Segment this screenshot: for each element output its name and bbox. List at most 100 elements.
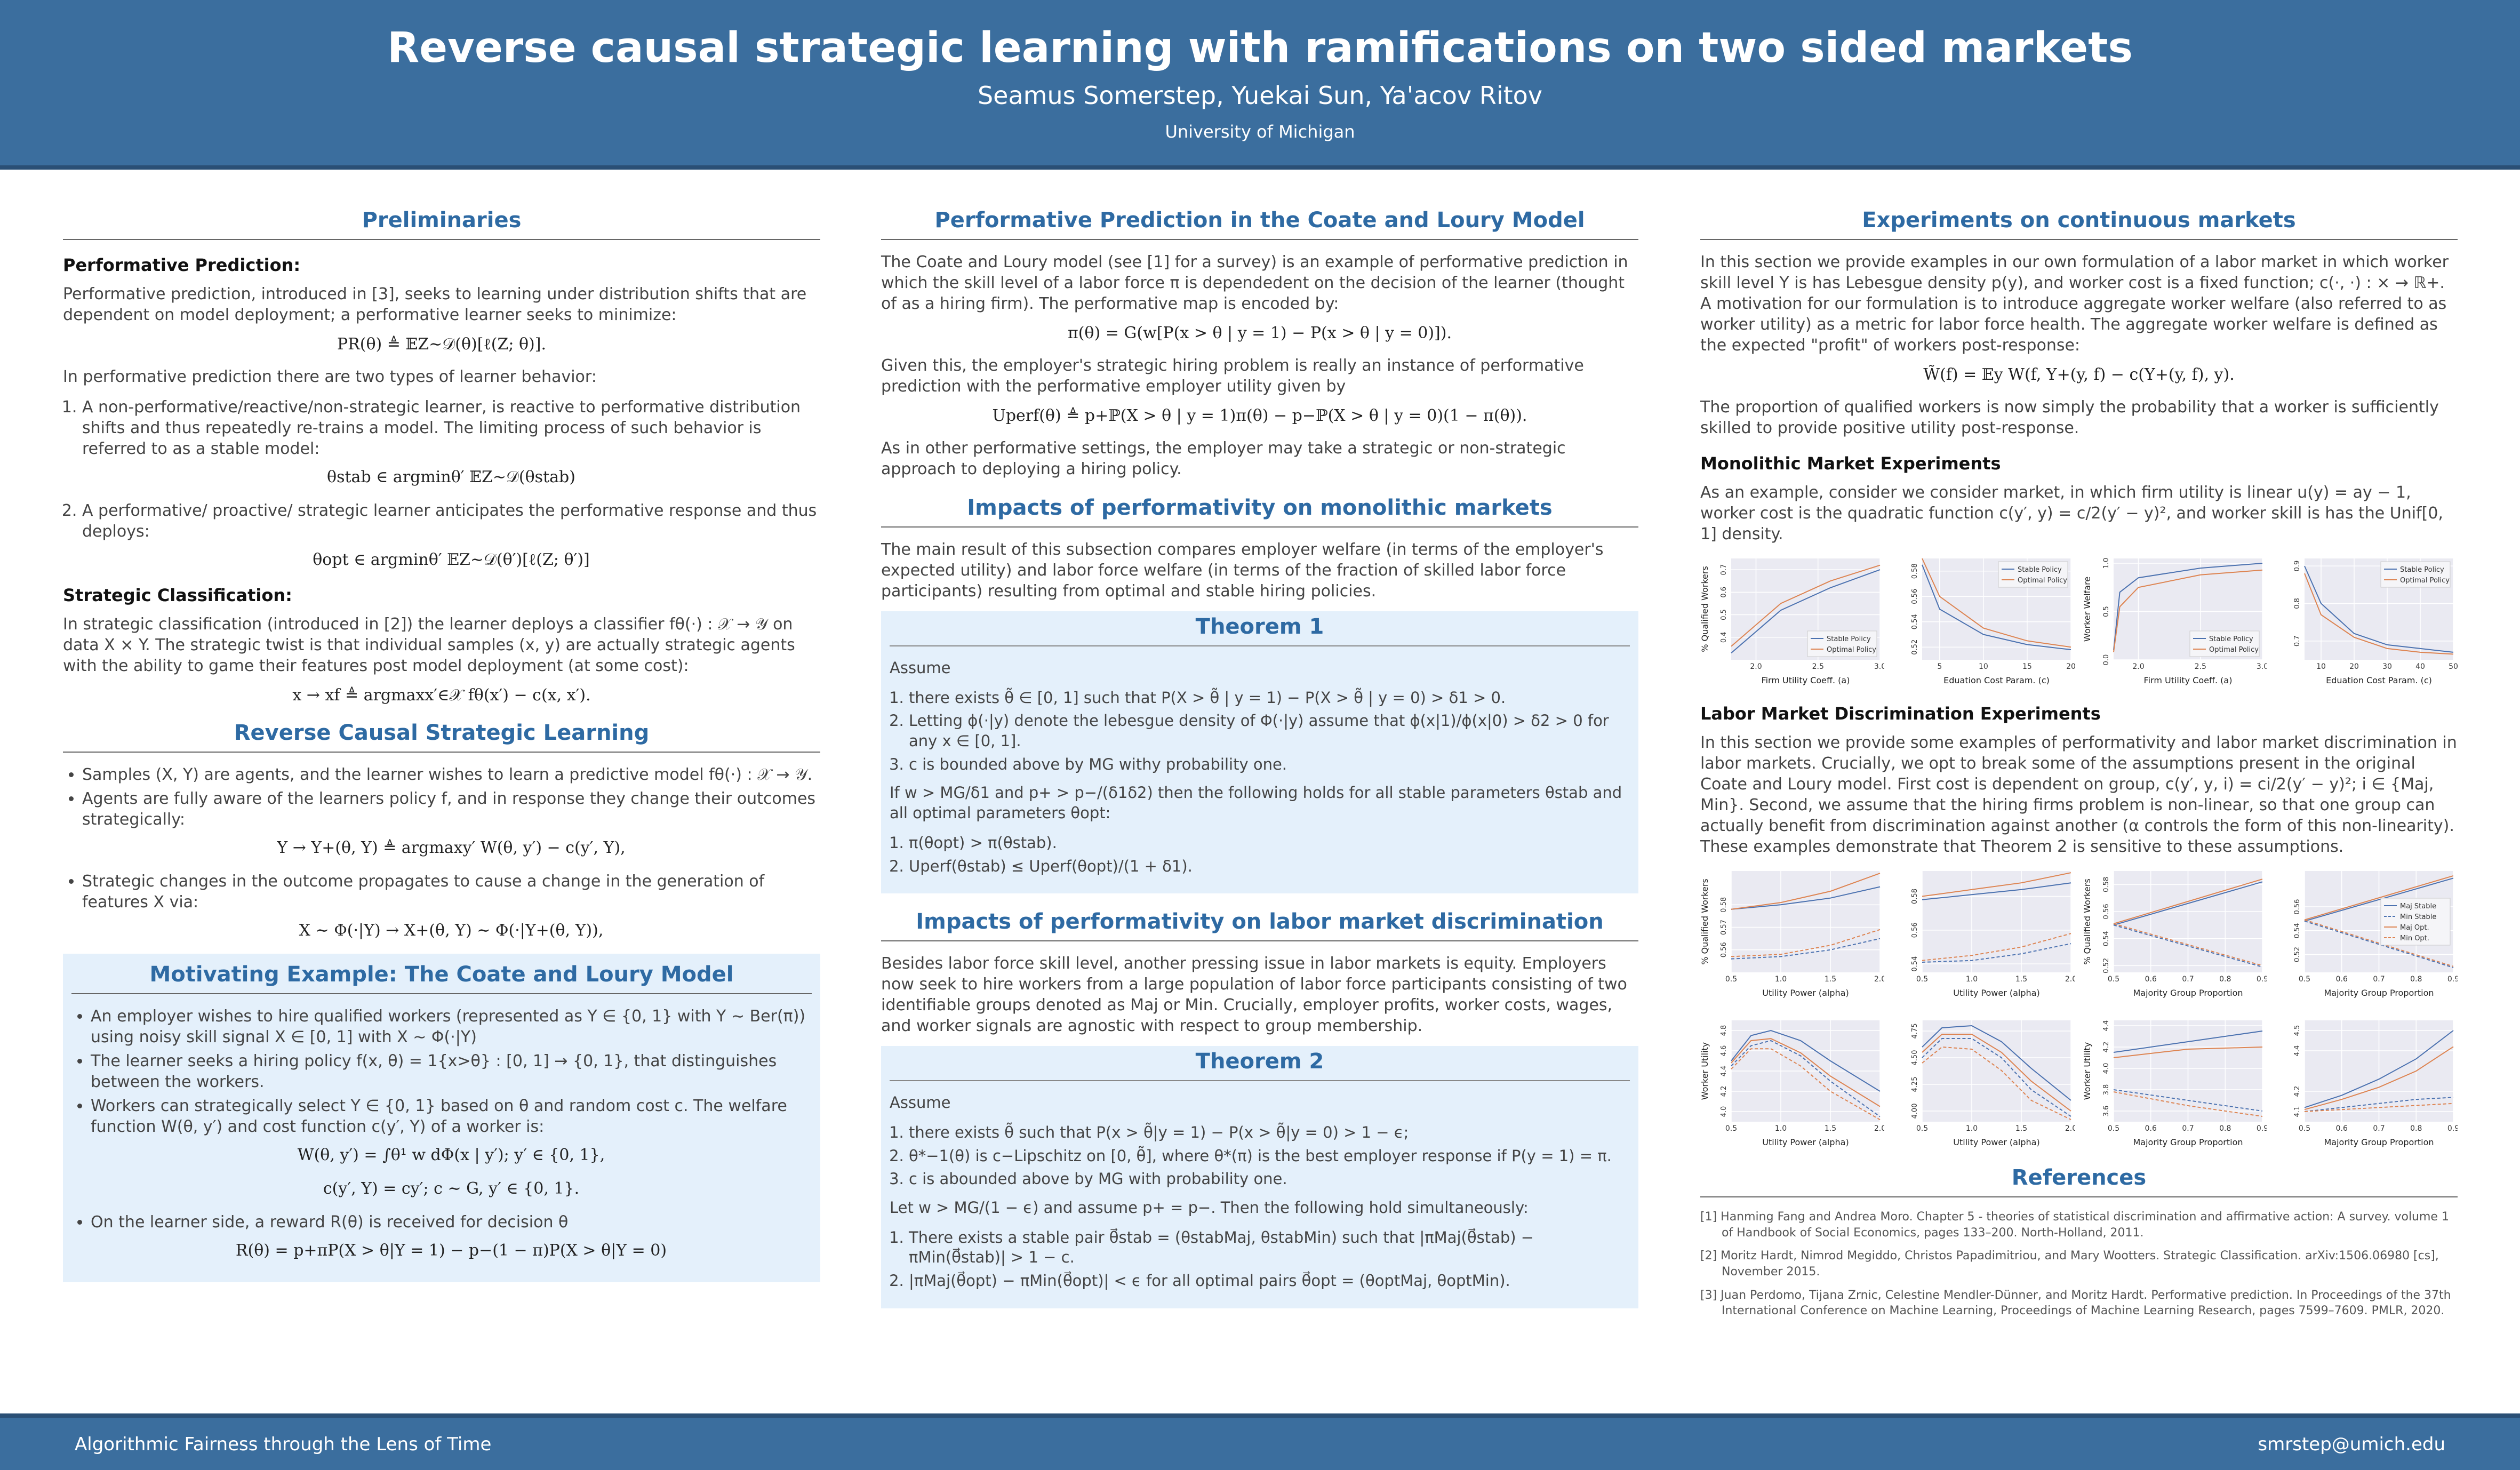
- y-tick-label: 4.4: [1720, 1066, 1728, 1077]
- legend-label: Stable Policy: [2400, 566, 2444, 574]
- y-tick-label: 4.50: [1911, 1050, 1919, 1066]
- x-tick-label: 2.5: [2194, 662, 2206, 671]
- legend-box: [1998, 561, 2068, 588]
- y-tick-label: 0.8: [2293, 598, 2301, 609]
- column-1: Preliminaries Performative Prediction: P…: [63, 208, 820, 1282]
- theorem-1-assumptions: there exists θ̃ ∈ [0, 1] such that P(X >…: [890, 688, 1630, 775]
- series-line: [2113, 1046, 2262, 1058]
- series-line: [2113, 878, 2262, 924]
- theorem-1-box: Theorem 1 Assume there exists θ̃ ∈ [0, 1…: [881, 611, 1638, 894]
- theorem-1-conclusion: π(θopt) > π(θstab).: [909, 833, 1630, 853]
- y-axis-label: Worker Welfare: [2083, 577, 2092, 642]
- sc-heading: Strategic Classification:: [63, 585, 292, 605]
- x-axis-label: Firm Utility Coeff. (a): [2143, 675, 2232, 685]
- series-line: [2304, 919, 2454, 967]
- x-tick-label: 20: [2066, 662, 2075, 671]
- discrimination-experiments-text: In this section we provide some examples…: [1700, 733, 2457, 856]
- y-axis-label: % Qualified Workers: [2083, 878, 2092, 965]
- series-line: [2113, 1030, 2262, 1053]
- x-tick-label: 0.5: [1916, 975, 1928, 984]
- theorem-2-assumption: c is abounded above by MG with probabili…: [909, 1169, 1630, 1189]
- monolithic-text: The main result of this subsection compa…: [881, 540, 1604, 601]
- footer-email[interactable]: smrstep@umich.edu: [2258, 1434, 2445, 1455]
- legend-label: Maj Stable: [2400, 902, 2436, 910]
- experiments-text: In this section we provide examples in o…: [1700, 253, 2449, 355]
- theorem-2-title: Theorem 2: [890, 1049, 1630, 1082]
- x-tick-label: 1.5: [2015, 975, 2027, 984]
- series-line: [2113, 1089, 2262, 1112]
- chart-1: 5 10 15 20 0.52 0.54 0.56 0.58 Stable Policy Opti…: [1891, 554, 2075, 688]
- rcsl-bullet-text: Agents are fully aware of the learners p…: [82, 789, 816, 829]
- theorem-1-assume: Assume: [890, 659, 951, 677]
- me-equation-2: c(y′, Y) = cy′; c ∼ G, y′ ∈ {0, 1}.: [323, 1179, 580, 1198]
- x-tick-label: 0.7: [2182, 975, 2194, 984]
- me-bullet: On the learner side, a reward R(θ) is re…: [91, 1212, 812, 1261]
- y-tick-label: 4.0: [2102, 1063, 2110, 1074]
- theorem-2-conclusion: |πMaj(θ⃗opt) − πMin(θ⃗opt)| < ϵ for all …: [909, 1271, 1630, 1291]
- legend-label: Optimal Policy: [1827, 646, 1876, 654]
- series-line: [2304, 573, 2454, 655]
- legend-label: Stable Policy: [2209, 635, 2253, 643]
- pp-equation-stable: θstab ∈ argminθ′ 𝔼Z∼𝒟(θstab): [327, 468, 575, 486]
- pp-item2: A performative/ proactive/ strategic lea…: [82, 501, 817, 541]
- rcsl-equation-2: X ∼ Φ(·|Y) → X+(θ, Y) ∼ Φ(·|Y+(θ, Y)),: [299, 921, 604, 940]
- legend-label: Stable Policy: [1827, 635, 1871, 643]
- y-tick-label: 0.52: [1911, 640, 1919, 655]
- section-title-experiments: Experiments on continuous markets: [1700, 208, 2458, 240]
- y-tick-label: 0.57: [1720, 920, 1728, 935]
- y-axis-label: Worker Utility: [2083, 1042, 2092, 1100]
- series-line: [2304, 1030, 2454, 1108]
- chart-4: 0.5 1.0 1.5 2.0 0.56 0.57 0.58 Utility Power (a…: [1700, 867, 1884, 1000]
- series-line: [1922, 1046, 2071, 1120]
- plot-area: [1731, 871, 1880, 972]
- legend-label: Stable Policy: [2018, 566, 2062, 574]
- monolithic-experiments-text: As an example, consider we consider mark…: [1700, 483, 2443, 544]
- x-tick-label: 0.5: [1916, 1124, 1928, 1133]
- series-line: [1731, 1038, 1881, 1107]
- theorem-2-box: Theorem 2 Assume there exists θ̃ such th…: [881, 1046, 1638, 1308]
- theorem-1-assumption: c is bounded above by MG withy probabili…: [909, 755, 1630, 775]
- y-tick-label: 4.0: [1720, 1106, 1728, 1117]
- me-list: An employer wishes to hire qualified wor…: [71, 1006, 812, 1261]
- chart-7: 0.5 0.6 0.7 0.8 0.9 0.52 0.54 0.56 Maj Stable Min…: [2274, 867, 2458, 1000]
- pp-coate-equation-2: Uperf(θ) ≜ p+ℙ(X > θ | y = 1)π(θ) − p−ℙ(…: [992, 406, 1527, 425]
- sc-text: In strategic classification (introduced …: [63, 615, 795, 675]
- reference-item: [1] Hanming Fang and Andrea Moro. Chapte…: [1700, 1210, 2449, 1240]
- x-tick-label: 2.0: [2065, 975, 2075, 984]
- x-tick-label: 0.7: [2373, 1124, 2385, 1133]
- theorem-2-let: Let w > MG/(1 − ϵ) and assume p+ = p−. T…: [890, 1198, 1529, 1217]
- series-line: [1731, 1040, 1881, 1117]
- y-tick-label: 0.4: [1720, 632, 1728, 643]
- legend-label: Maj Opt.: [2400, 924, 2429, 932]
- y-tick-label: 0.58: [2102, 877, 2110, 892]
- x-tick-label: 40: [2415, 662, 2425, 671]
- series-line: [2113, 1091, 2262, 1117]
- series-line: [1922, 933, 2071, 961]
- pp-heading: Performative Prediction:: [63, 255, 301, 275]
- column-2: Performative Prediction in the Coate and…: [881, 208, 1638, 1319]
- chart-9: 0.5 1.0 1.5 2.0 4.00 4.25 4.50 4.75 Utility Powe…: [1891, 1016, 2075, 1149]
- x-axis-label: Utility Power (alpha): [1762, 988, 1849, 998]
- reference-item: [3] Juan Perdomo, Tijana Zrnic, Celestin…: [1700, 1288, 2451, 1318]
- x-tick-label: 0.6: [2336, 975, 2348, 984]
- y-tick-label: 0.56: [2293, 899, 2301, 915]
- y-tick-label: 4.5: [2293, 1025, 2301, 1036]
- experiments-equation: W̃(f) = 𝔼y W(f, Y+(y, f) − c(Y+(y, f), y…: [1923, 365, 2235, 384]
- x-tick-label: 0.6: [2145, 1124, 2156, 1133]
- x-axis-label: Firm Utility Coeff. (a): [1762, 675, 1850, 685]
- x-tick-label: 5: [1938, 662, 1942, 671]
- theorem-2-assume: Assume: [890, 1093, 951, 1112]
- chart-2: 2.0 2.5 3.0 0.0 0.5 1.0 Stable Policy Optimal P…: [2083, 554, 2267, 688]
- discrimination-experiments-heading: Labor Market Discrimination Experiments: [1700, 704, 2101, 724]
- y-tick-label: 4.4: [2102, 1020, 2110, 1032]
- series-line: [1731, 886, 1881, 910]
- series-line: [1922, 558, 2071, 648]
- x-axis-label: Eduation Cost Param. (c): [2326, 675, 2432, 685]
- chart-11: 0.5 0.6 0.7 0.8 0.9 4.1 4.2 4.4 4.5 Majority Grou…: [2274, 1016, 2458, 1149]
- x-axis-label: Utility Power (alpha): [1954, 988, 2040, 998]
- y-tick-label: 0.54: [1911, 614, 1919, 629]
- x-tick-label: 0.6: [2336, 1124, 2348, 1133]
- series-line: [2304, 877, 2454, 922]
- chart-5: 0.5 1.0 1.5 2.0 0.54 0.56 0.58 Utility Power (a…: [1891, 867, 2075, 1000]
- chart-svg: 5 10 15 20 0.52 0.54 0.56 0.58 Stable Policy Opti…: [1911, 558, 2075, 685]
